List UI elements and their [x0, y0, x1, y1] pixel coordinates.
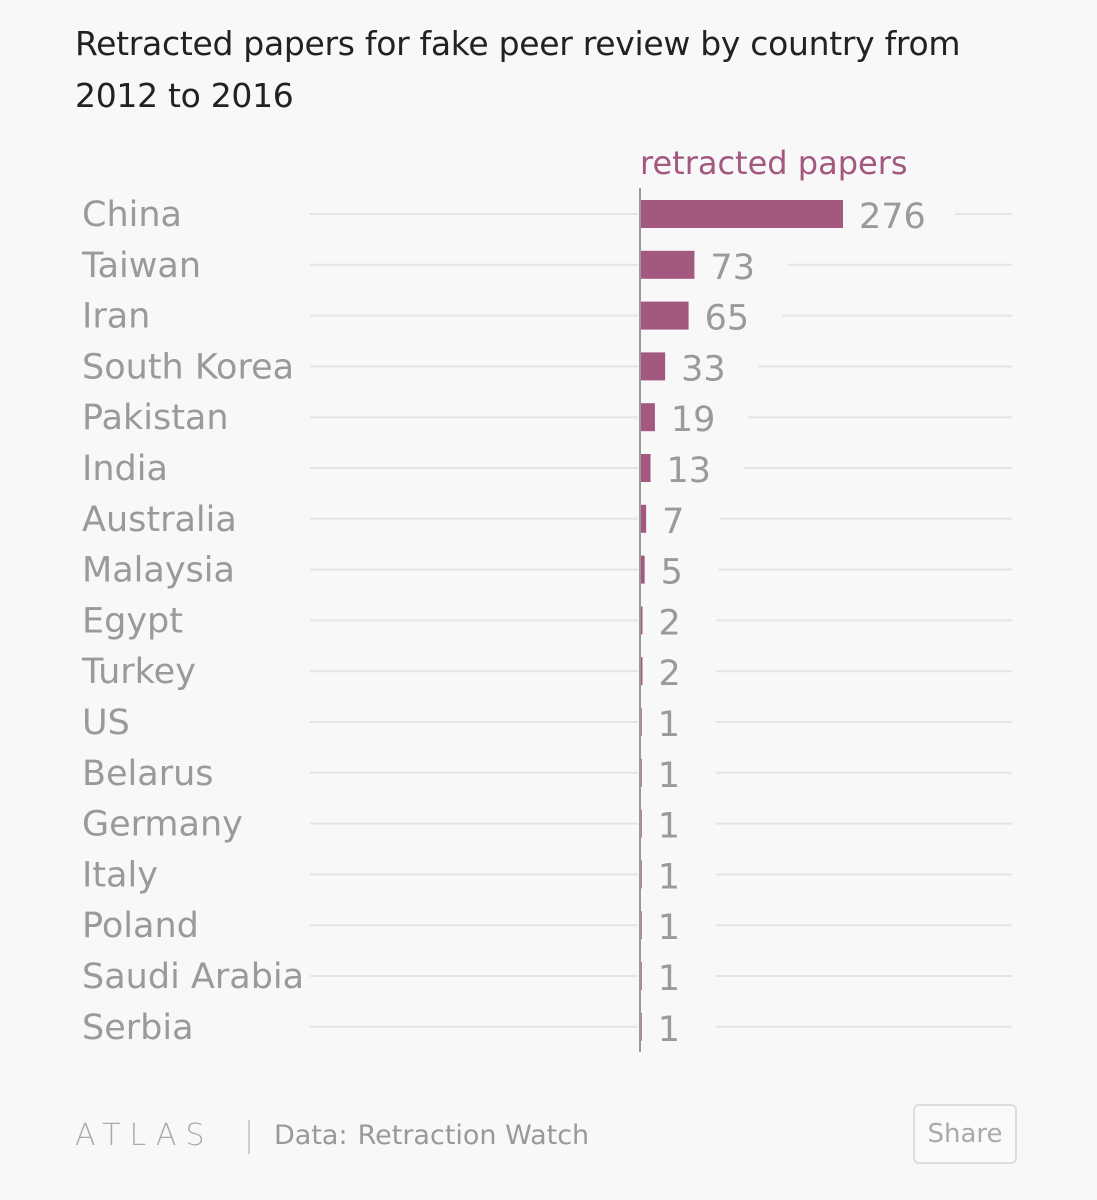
bar — [641, 504, 647, 533]
value-label: 1 — [658, 1010, 680, 1050]
category-label: India — [82, 449, 168, 489]
bar — [641, 657, 643, 686]
share-button[interactable]: Share — [913, 1104, 1017, 1164]
bar — [641, 860, 642, 889]
value-label: 1 — [658, 959, 680, 999]
value-label: 1 — [658, 908, 680, 948]
bar — [641, 606, 643, 635]
bar — [641, 1012, 642, 1041]
bar — [641, 454, 651, 482]
series-label: retracted papers — [640, 144, 908, 182]
value-label: 1 — [658, 807, 680, 847]
category-label: Egypt — [82, 601, 183, 641]
bar — [641, 555, 645, 584]
value-label: 1 — [658, 857, 680, 897]
bar — [641, 200, 843, 228]
category-label: Iran — [82, 297, 150, 337]
bar — [641, 301, 689, 330]
bar — [641, 708, 642, 736]
value-label: 2 — [658, 654, 680, 694]
value-label: 73 — [710, 248, 755, 288]
category-label: China — [82, 195, 182, 235]
value-label: 65 — [705, 299, 750, 339]
bar-chart: retracted papers China 276 Taiwan 73 Iran 65 So… — [81, 144, 1012, 1052]
bar — [641, 809, 642, 838]
category-label: Serbia — [82, 1008, 194, 1048]
category-label: Belarus — [82, 754, 214, 794]
category-label: US — [82, 703, 130, 743]
source-value: Retraction Watch — [357, 1120, 590, 1151]
value-label: 19 — [671, 400, 716, 440]
value-label: 13 — [667, 451, 712, 491]
value-label: 1 — [658, 705, 680, 745]
value-label: 7 — [662, 502, 684, 542]
category-label: South Korea — [82, 347, 294, 387]
value-label: 1 — [658, 756, 680, 796]
chart-title: Retracted papers for fake peer review by… — [75, 24, 961, 115]
value-label: 2 — [658, 603, 680, 643]
category-label: Germany — [82, 805, 243, 845]
bar — [641, 250, 695, 279]
bar — [641, 403, 655, 432]
bar — [641, 758, 642, 787]
source-key: Data: — [274, 1120, 348, 1151]
atlas-logo: ATLAS — [75, 1118, 214, 1153]
bar — [641, 962, 642, 990]
category-label: Pakistan — [82, 398, 229, 438]
category-label: Poland — [82, 906, 199, 946]
category-label: Turkey — [81, 652, 196, 692]
value-label: 5 — [661, 553, 683, 593]
footer-divider — [248, 1120, 250, 1154]
category-label: Italy — [82, 855, 158, 895]
value-label: 33 — [681, 349, 726, 389]
bar — [641, 911, 642, 940]
category-label: Saudi Arabia — [82, 957, 304, 997]
category-label: Australia — [82, 500, 237, 540]
value-label: 276 — [859, 197, 926, 237]
category-label: Taiwan — [81, 246, 201, 286]
data-source: Data: Retraction Watch — [274, 1120, 589, 1151]
category-label: Malaysia — [82, 551, 235, 591]
bar — [641, 352, 666, 381]
